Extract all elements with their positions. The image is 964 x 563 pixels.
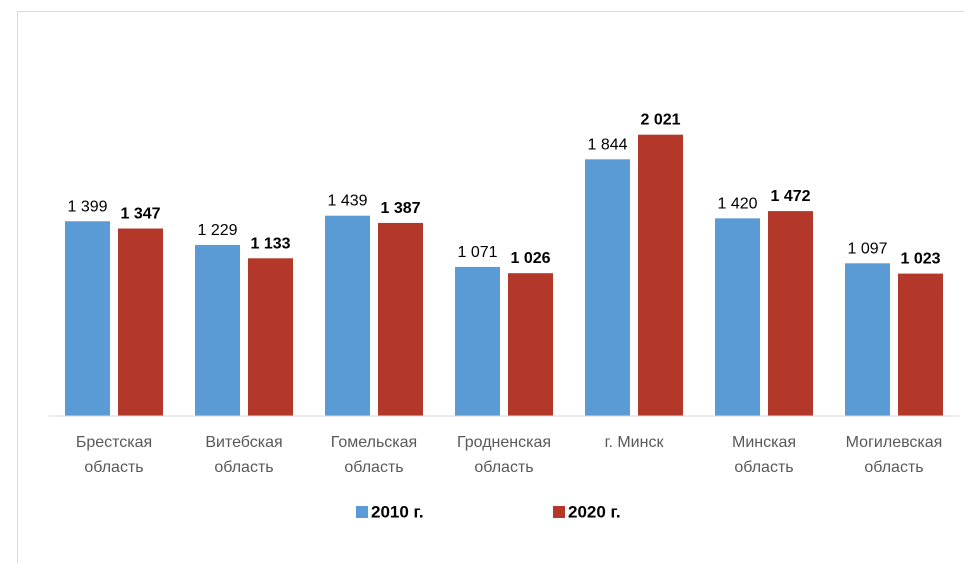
bar [455,266,500,416]
x-tick-label: Витебская область [205,434,283,476]
bar [195,244,240,416]
data-label: 1 844 [587,136,627,153]
data-label: 1 097 [847,240,887,257]
data-label: 1 229 [197,222,237,239]
data-label: 1 472 [770,188,810,205]
data-label: 1 387 [380,200,420,217]
data-label: 1 399 [67,198,107,215]
bar [65,221,110,416]
data-label: 1 026 [510,250,550,267]
bar [638,134,683,416]
chart-frame [17,11,964,563]
legend-swatch [553,506,565,518]
x-tick-label: Брестская область [75,434,153,476]
data-label: 1 023 [900,251,940,268]
data-label: 1 347 [120,205,160,222]
x-tick-label: Гродненская область [456,434,552,476]
x-tick-label: Могилевская область [845,434,943,476]
x-tick-label: Минская область [731,434,796,476]
data-label: 1 133 [250,235,290,252]
legend-label: 2020 г. [568,502,621,521]
data-label: 2 021 [640,112,680,129]
data-label: 1 420 [717,195,757,212]
x-tick-label: Гомельская область [330,434,418,476]
bar [325,215,370,416]
legend-swatch [356,506,368,518]
x-tick-label: г. Минск [604,434,664,451]
bar [248,258,293,416]
bar [845,263,890,416]
bar [768,211,813,416]
bar [715,218,760,416]
bar [118,228,163,416]
bar [378,222,423,416]
legend-label: 2010 г. [371,502,424,521]
bar [898,273,943,416]
bar [508,273,553,416]
data-label: 1 071 [457,244,497,261]
bar [585,159,630,417]
data-label: 1 439 [327,193,367,210]
